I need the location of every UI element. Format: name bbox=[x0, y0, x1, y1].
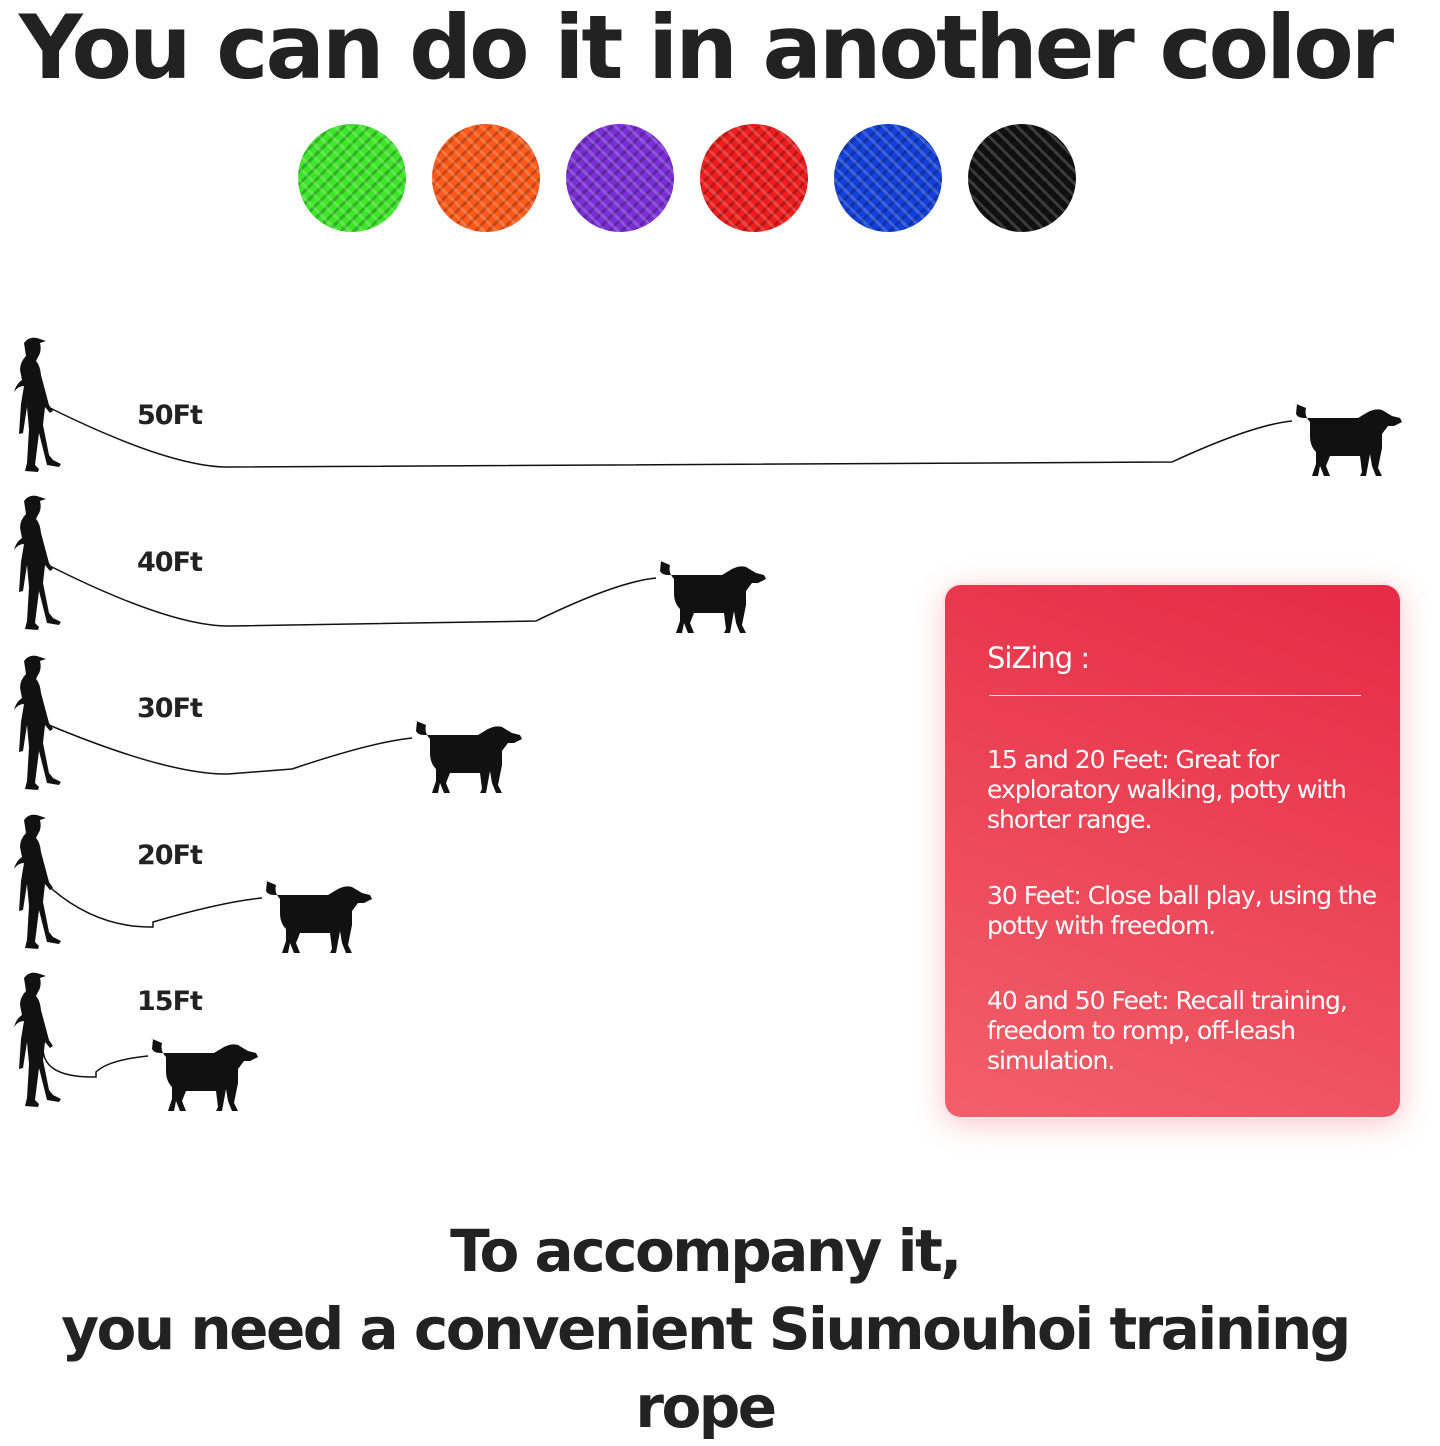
length-label-40: 40Ft bbox=[137, 547, 203, 578]
sizing-item-short: 15 and 20 Feet: Great for exploratory wa… bbox=[987, 745, 1347, 834]
dog-silhouette-icon bbox=[150, 1038, 258, 1111]
bottom-line-1: To accompany it, bbox=[450, 1217, 962, 1285]
leash-row bbox=[14, 495, 766, 633]
sizing-heading: SiZing : bbox=[987, 641, 1090, 675]
leash-line bbox=[43, 881, 263, 928]
length-label-50: 50Ft bbox=[137, 400, 203, 431]
leash-row bbox=[14, 655, 522, 793]
length-label-20: 20Ft bbox=[137, 840, 203, 871]
walker-silhouette-icon bbox=[14, 337, 61, 472]
leash-row bbox=[14, 972, 258, 1111]
swatch-orange[interactable] bbox=[432, 124, 540, 232]
swatch-blue[interactable] bbox=[834, 124, 942, 232]
leash-line bbox=[43, 404, 1293, 468]
length-label-15: 15Ft bbox=[137, 986, 203, 1017]
dog-silhouette-icon bbox=[264, 880, 372, 953]
dog-silhouette-icon bbox=[1294, 403, 1402, 476]
leash-row bbox=[14, 337, 1402, 476]
swatch-green[interactable] bbox=[298, 124, 406, 232]
leash-length-illustration bbox=[14, 337, 1402, 1111]
length-label-30: 30Ft bbox=[137, 693, 203, 724]
divider bbox=[989, 695, 1361, 696]
leash-line bbox=[42, 1039, 149, 1078]
dog-silhouette-icon bbox=[658, 560, 766, 633]
swatch-purple[interactable] bbox=[566, 124, 674, 232]
walker-silhouette-icon bbox=[14, 814, 61, 949]
leash-line bbox=[43, 562, 657, 627]
dog-silhouette-icon bbox=[414, 720, 522, 793]
leash-line bbox=[43, 722, 413, 775]
sizing-card: SiZing : 15 and 20 Feet: Great for explo… bbox=[945, 585, 1400, 1117]
walker-silhouette-icon bbox=[14, 495, 61, 630]
sizing-item-long: 40 and 50 Feet: Recall training, freedom… bbox=[987, 986, 1348, 1075]
headline: You can do it in another color bbox=[18, 0, 1394, 99]
color-swatches bbox=[298, 124, 1076, 232]
leash-row bbox=[14, 814, 372, 953]
swatch-red[interactable] bbox=[700, 124, 808, 232]
bottom-line-2: you need a convenient Siumouhoi training… bbox=[61, 1295, 1351, 1441]
swatch-black[interactable] bbox=[968, 124, 1076, 232]
sizing-item-medium: 30 Feet: Close ball play, using the pott… bbox=[987, 881, 1377, 940]
walker-silhouette-icon bbox=[14, 655, 61, 790]
walker-silhouette-icon bbox=[14, 972, 61, 1107]
